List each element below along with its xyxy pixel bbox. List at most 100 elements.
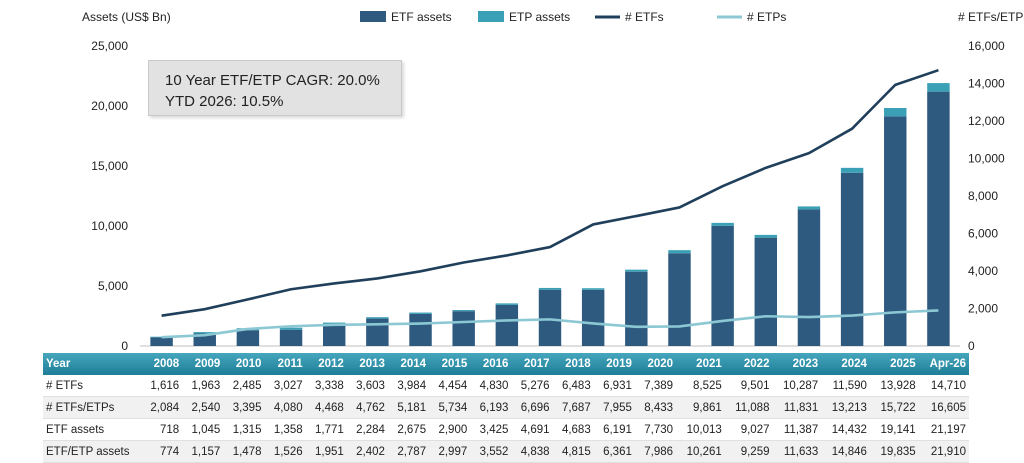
table-cell: 1,478 bbox=[223, 440, 265, 463]
table-cell: 8,433 bbox=[634, 396, 677, 419]
bar-etf-assets bbox=[150, 337, 173, 346]
table-cell: 2,900 bbox=[429, 418, 471, 441]
table-row: # ETFs 1,616 1,963 2,485 3,027 3,338 3,603 3,98… bbox=[43, 375, 969, 397]
y-left-tick-label: 20,000 bbox=[91, 99, 128, 113]
table-year-header: 2009 bbox=[182, 353, 224, 375]
table-row-label: # ETFs/ETPs bbox=[43, 396, 141, 419]
table-cell: 2,787 bbox=[387, 440, 430, 463]
table-cell: 4,762 bbox=[346, 396, 388, 419]
table-cell: 7,730 bbox=[634, 418, 677, 441]
table-cell: 5,734 bbox=[429, 396, 471, 419]
bar-etf-assets bbox=[236, 330, 260, 346]
line-etps bbox=[161, 309, 939, 339]
table-cell: 6,696 bbox=[511, 396, 553, 419]
bar-etp-assets bbox=[927, 83, 950, 92]
bar-etf-assets bbox=[927, 91, 950, 346]
table-cell: 16,605 bbox=[918, 396, 969, 419]
table-cell: 2,540 bbox=[182, 396, 224, 419]
y-right-tick-label: 14,000 bbox=[968, 77, 1005, 91]
table-cell: 10,261 bbox=[676, 440, 725, 463]
ytd-line: YTD 2026: 10.5% bbox=[165, 93, 284, 110]
y-axis-left-title: Assets (US$ Bn) bbox=[82, 10, 171, 24]
y-right-tick-label: 2,000 bbox=[968, 302, 998, 316]
table-cell: 11,633 bbox=[772, 440, 822, 463]
table-cell: 2,402 bbox=[346, 440, 388, 463]
table-cell: 3,425 bbox=[470, 418, 512, 441]
table-cell: 6,193 bbox=[470, 396, 512, 419]
table-cell: 1,045 bbox=[182, 418, 224, 441]
table-cell: 6,931 bbox=[593, 375, 635, 397]
table-cell: 11,088 bbox=[724, 396, 773, 419]
table-year-header: 2012 bbox=[305, 353, 347, 375]
table-header-row: Year 2008 2009 2010 2011 2012 2013 2014 2015 201… bbox=[43, 353, 969, 375]
table-cell: 2,675 bbox=[387, 418, 430, 441]
table-cell: 11,387 bbox=[772, 418, 822, 441]
table-cell: 5,181 bbox=[387, 396, 430, 419]
table-cell: 13,213 bbox=[821, 396, 870, 419]
table-row: ETF assets 718 1,045 1,315 1,358 1,771 2,284 2,… bbox=[43, 418, 969, 441]
table-cell: 13,928 bbox=[869, 375, 919, 397]
table-cell: 9,027 bbox=[724, 418, 773, 441]
table-year-header: 2015 bbox=[429, 353, 471, 375]
table-cell: 14,710 bbox=[918, 375, 969, 397]
table-cell: 19,835 bbox=[869, 440, 919, 463]
table-cell: 2,284 bbox=[346, 418, 388, 441]
bar-etp-assets bbox=[711, 222, 734, 226]
table-cell: 9,259 bbox=[724, 440, 773, 463]
table-row-label: ETF/ETP assets bbox=[43, 440, 141, 463]
bar-etf-assets bbox=[538, 289, 562, 346]
bar-etp-assets bbox=[668, 250, 691, 254]
legend-label: # ETFs bbox=[625, 10, 664, 24]
table-year-header: 2011 bbox=[264, 353, 306, 375]
table-row: # ETFs/ETPs 2,084 2,540 3,395 4,080 4,468 4,76… bbox=[43, 396, 969, 419]
table-year-header: Apr-26 bbox=[918, 353, 969, 375]
table-year-header: 2018 bbox=[552, 353, 594, 375]
y-left-tick-label: 0 bbox=[121, 339, 128, 352]
y-right-tick-label: 10,000 bbox=[968, 152, 1005, 166]
bar-etf-assets bbox=[797, 209, 821, 346]
table-year-header: 2008 bbox=[141, 353, 183, 375]
legend-swatch bbox=[360, 11, 386, 22]
table-cell: 3,395 bbox=[223, 396, 265, 419]
table-cell: 11,590 bbox=[821, 375, 870, 397]
y-left-tick-label: 25,000 bbox=[91, 39, 128, 53]
bar-etp-assets bbox=[840, 167, 864, 173]
table-row-label: ETF assets bbox=[43, 418, 141, 441]
bar-etf-assets bbox=[754, 237, 778, 346]
legend-label: # ETPs bbox=[747, 10, 786, 24]
table-cell: 4,691 bbox=[511, 418, 553, 441]
bar-etf-assets bbox=[452, 311, 475, 346]
bar-etp-assets bbox=[366, 317, 389, 319]
table-cell: 1,951 bbox=[305, 440, 347, 463]
y-right-tick-label: 12,000 bbox=[968, 114, 1005, 128]
table-cell: 3,338 bbox=[305, 375, 347, 397]
table-cell: 4,468 bbox=[305, 396, 347, 419]
bar-etp-assets bbox=[538, 287, 562, 290]
bar-etp-assets bbox=[754, 234, 778, 238]
legend-label: ETF assets bbox=[391, 10, 452, 24]
table-cell: 4,454 bbox=[429, 375, 471, 397]
table-cell: 6,191 bbox=[593, 418, 635, 441]
bar-etp-assets bbox=[452, 310, 475, 312]
y-right-tick-label: 6,000 bbox=[968, 227, 998, 241]
table-cell: 7,687 bbox=[552, 396, 594, 419]
legend: ETF assets ETP assets # ETFs # ETPs bbox=[360, 10, 786, 24]
table-year-header: 2010 bbox=[223, 353, 265, 375]
table-body: # ETFs 1,616 1,963 2,485 3,027 3,338 3,603 3,98… bbox=[43, 375, 969, 463]
table-header-label: Year bbox=[43, 353, 141, 375]
table-cell: 3,552 bbox=[470, 440, 512, 463]
bar-etf-assets bbox=[581, 289, 605, 346]
bar-etp-assets bbox=[193, 332, 216, 334]
table-cell: 718 bbox=[141, 418, 183, 441]
bars bbox=[150, 83, 950, 346]
bar-etp-assets bbox=[797, 206, 821, 210]
y-axis-right-ticks: 0 2,000 4,000 6,000 8,000 10,000 12,000 14,000 1… bbox=[968, 39, 1005, 352]
bar-etf-assets bbox=[840, 172, 864, 346]
table-cell: 14,432 bbox=[821, 418, 870, 441]
y-left-tick-label: 10,000 bbox=[91, 219, 128, 233]
table-cell: 3,603 bbox=[346, 375, 388, 397]
table-cell: 1,526 bbox=[264, 440, 306, 463]
bar-etp-assets bbox=[495, 303, 519, 305]
table-cell: 5,276 bbox=[511, 375, 553, 397]
table-year-header: 2019 bbox=[593, 353, 635, 375]
